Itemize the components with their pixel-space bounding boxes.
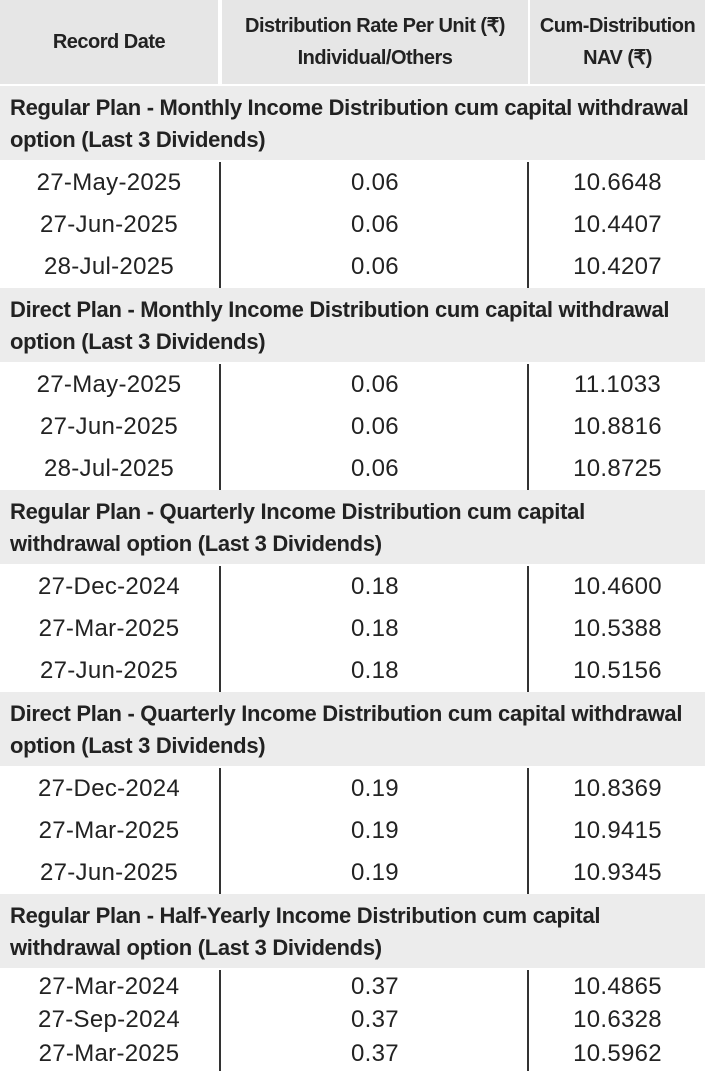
column-header: Distribution Rate Per Unit (₹) Individual… bbox=[222, 0, 528, 84]
table-cell: 0.18 bbox=[351, 615, 399, 642]
table-cell: 0.19 bbox=[351, 859, 399, 886]
header-line: Cum-Distribution bbox=[539, 15, 696, 37]
column-divider bbox=[527, 364, 529, 490]
table-cell: 10.8369 bbox=[573, 775, 662, 802]
column-divider bbox=[219, 364, 221, 490]
column-divider bbox=[527, 566, 529, 692]
table-cell: 27-May-2025 bbox=[36, 371, 182, 398]
header-line: NAV (₹) bbox=[583, 47, 652, 69]
table-cell: 27-Sep-2024 bbox=[37, 1006, 181, 1034]
header-line: Distribution Rate Per Unit (₹) bbox=[245, 15, 505, 37]
section-title: Regular Plan - Half-Yearly Income Distri… bbox=[0, 894, 705, 968]
table-cell: 28-Jul-2025 bbox=[43, 253, 175, 280]
section-title: Regular Plan - Monthly Income Distributi… bbox=[0, 86, 705, 160]
table-cell: 0.06 bbox=[351, 253, 399, 280]
table-cell: 10.5962 bbox=[573, 1039, 662, 1067]
table-cell: 10.5156 bbox=[573, 657, 662, 684]
table-cell: 10.4865 bbox=[573, 972, 662, 1000]
table-cell: 0.06 bbox=[351, 455, 399, 482]
table-cell: 0.37 bbox=[351, 1039, 399, 1067]
table-cell: 27-Mar-2024 bbox=[38, 972, 180, 1000]
table-cell: 0.37 bbox=[351, 972, 399, 1000]
column-divider bbox=[527, 970, 529, 1071]
table-cell: 28-Jul-2025 bbox=[43, 455, 175, 482]
table-cell: 27-Jun-2025 bbox=[39, 859, 179, 886]
table-cell: 0.19 bbox=[351, 775, 399, 802]
column-header: Cum-Distribution NAV (₹) bbox=[530, 0, 705, 84]
table-cell: 0.18 bbox=[351, 657, 399, 684]
section-title: Regular Plan - Quarterly Income Distribu… bbox=[0, 490, 705, 564]
table-cell: 10.6328 bbox=[573, 1006, 662, 1034]
column-header: Record Date bbox=[0, 0, 218, 84]
section-title: Direct Plan - Quarterly Income Distribut… bbox=[0, 692, 705, 766]
table-cell: 27-Mar-2025 bbox=[38, 1039, 180, 1067]
column-divider bbox=[527, 768, 529, 894]
table-cell: 27-Jun-2025 bbox=[39, 413, 179, 440]
table-cell: 10.4600 bbox=[573, 573, 662, 600]
table-cell: 10.5388 bbox=[573, 615, 662, 642]
table-cell: 27-Dec-2024 bbox=[37, 573, 181, 600]
column-divider bbox=[527, 162, 529, 288]
table-cell: 10.8816 bbox=[573, 413, 662, 440]
table-cell: 27-Jun-2025 bbox=[39, 211, 179, 238]
table-cell: 10.9415 bbox=[573, 817, 662, 844]
table-cell: 10.4207 bbox=[573, 253, 662, 280]
header-line: Record Date bbox=[52, 31, 166, 53]
table-cell: 0.18 bbox=[351, 573, 399, 600]
table-cell: 0.06 bbox=[351, 169, 399, 196]
table-cell: 10.8725 bbox=[573, 455, 662, 482]
table-cell: 27-Jun-2025 bbox=[39, 657, 179, 684]
table-cell: 10.6648 bbox=[573, 169, 662, 196]
table-cell: 27-Mar-2025 bbox=[38, 817, 180, 844]
table-cell: 27-May-2025 bbox=[36, 169, 182, 196]
column-divider bbox=[219, 768, 221, 894]
column-divider bbox=[219, 566, 221, 692]
table-cell: 0.06 bbox=[351, 413, 399, 440]
column-divider bbox=[219, 162, 221, 288]
table-cell: 27-Mar-2025 bbox=[38, 615, 180, 642]
table-cell: 0.06 bbox=[351, 211, 399, 238]
column-divider bbox=[219, 970, 221, 1071]
table-cell: 27-Dec-2024 bbox=[37, 775, 181, 802]
section-title: Direct Plan - Monthly Income Distributio… bbox=[0, 288, 705, 362]
table-cell: 0.37 bbox=[351, 1006, 399, 1034]
table-cell: 0.06 bbox=[351, 371, 399, 398]
header-line: Individual/Others bbox=[297, 47, 453, 69]
table-cell: 11.1033 bbox=[573, 371, 662, 398]
table-cell: 10.4407 bbox=[573, 211, 662, 238]
table-cell: 0.19 bbox=[351, 817, 399, 844]
table-cell: 10.9345 bbox=[573, 859, 662, 886]
